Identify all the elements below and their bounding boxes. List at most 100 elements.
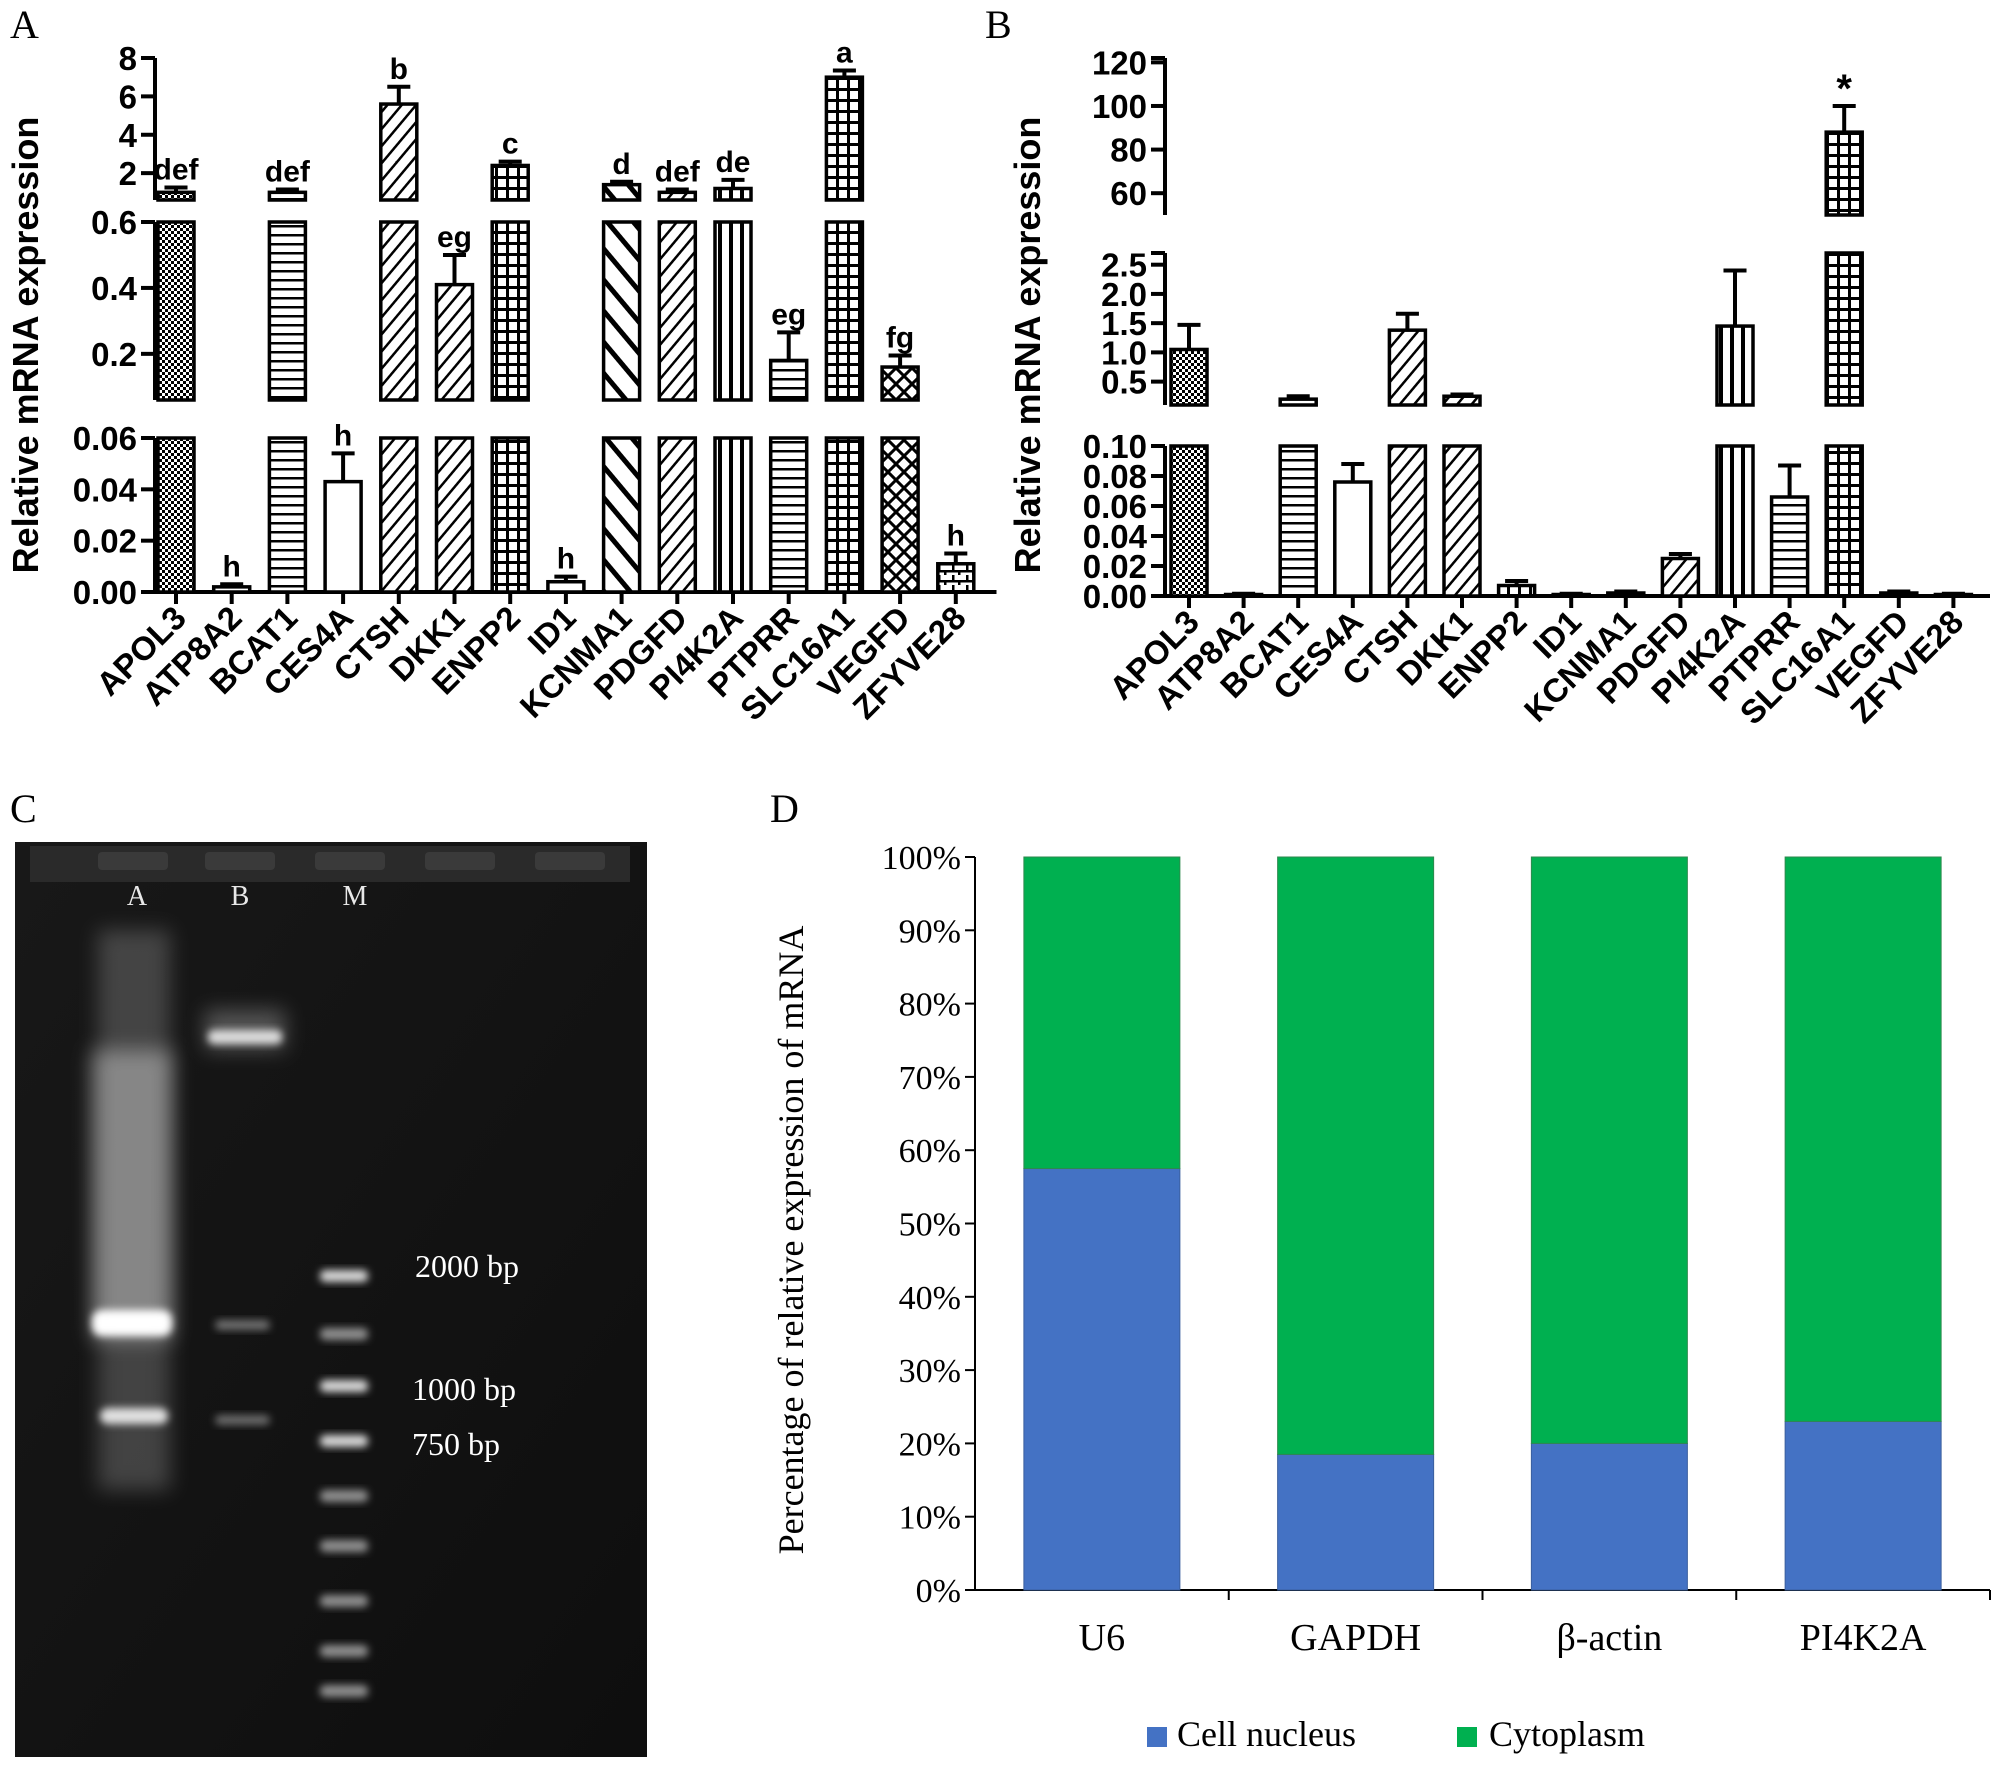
- gel-lane-label-b: B: [231, 881, 250, 912]
- bar-ctsh: [379, 436, 419, 594]
- significance-letter: b: [390, 53, 408, 86]
- bar-bcat1: [1278, 444, 1318, 598]
- bar-segment-cytoplasm: [1023, 856, 1181, 1170]
- panel-label-b: B: [985, 2, 1012, 47]
- y-tick-label: 0.10: [1083, 428, 1147, 465]
- bar-bcat1: [267, 190, 308, 202]
- y-tick-label: 0.6: [91, 204, 137, 241]
- gel-ladder-band: [320, 1645, 368, 1657]
- y-tick-label: 8: [119, 40, 137, 77]
- bar-pi4k2a: [713, 220, 753, 402]
- bar-segment-cell-nucleus: [1023, 1168, 1181, 1591]
- gel-well: [98, 852, 168, 870]
- significance-letter: a: [836, 36, 853, 69]
- legend-label-cytoplasm: Cytoplasm: [1489, 1714, 1645, 1754]
- y-tick-label: 80: [1110, 132, 1147, 169]
- bar-dkk1: [1442, 394, 1482, 407]
- bar-segment-cytoplasm: [1277, 856, 1435, 1455]
- y-tick-label: 0.08: [1083, 458, 1147, 495]
- y-tick-label: 20%: [899, 1426, 961, 1463]
- gel-ladder-band: [320, 1380, 368, 1392]
- bar-enpp2: [490, 163, 530, 202]
- y-tick-label: 0.4: [91, 270, 138, 307]
- bar-slc16a1: [824, 436, 865, 594]
- bar-pi4k2a: [713, 186, 753, 202]
- y-tick-label: 80%: [899, 987, 961, 1024]
- gel-image: A B M 2000 bp 1000 bp 750 bp: [15, 842, 647, 1757]
- y-tick-label: 0.2: [91, 336, 137, 373]
- chart-a: Relative mRNA expression 0.00 0.02 0.04 0.0…: [5, 36, 997, 727]
- y-tick-label: 2.0: [1101, 276, 1147, 313]
- y-tick-label: 0%: [916, 1573, 961, 1610]
- chart-d-legend: Cell nucleus Cytoplasm: [1147, 1714, 1645, 1754]
- bar-slc16a1: [1824, 130, 1864, 217]
- panel-label-d: D: [770, 786, 799, 831]
- x-tick-label: GAPDH: [1290, 1617, 1421, 1659]
- significance-letter: *: [1836, 67, 1852, 111]
- bar-dkk1: [434, 436, 475, 594]
- significance-letter: eg: [771, 298, 806, 331]
- gel-ladder-band: [320, 1540, 368, 1552]
- bar-apol3: [1169, 444, 1209, 598]
- significance-letter: fg: [886, 322, 914, 355]
- significance-letter: h: [557, 543, 575, 576]
- bar-dkk1: [1442, 444, 1482, 598]
- bar-segment-cell-nucleus: [1530, 1442, 1688, 1591]
- y-tick-label: 2.5: [1101, 247, 1147, 284]
- bar-bcat1: [267, 220, 308, 402]
- y-tick-label: 60%: [899, 1133, 961, 1170]
- chart-d-ylabel: Percentage of relative expression of mRN…: [771, 926, 811, 1555]
- significance-letter: def: [655, 155, 701, 188]
- gel-lane-b-band-mid: [215, 1320, 270, 1330]
- chart-b: Relative mRNA expression 0.000.020.040.0…: [1007, 44, 1990, 731]
- y-tick-label: 0.5: [1101, 364, 1147, 401]
- y-tick-label: 2: [119, 155, 137, 192]
- significance-letter: c: [502, 128, 519, 161]
- y-tick-label: 100: [1092, 88, 1147, 125]
- panel-label-a: A: [10, 2, 39, 47]
- x-tick-label: PI4K2A: [1800, 1617, 1927, 1659]
- bar-kcnma1: [601, 182, 642, 202]
- gel-well: [315, 852, 385, 870]
- bar-dkk1: [434, 282, 475, 402]
- y-tick-label: 70%: [899, 1060, 961, 1097]
- y-tick-label: 40%: [899, 1280, 961, 1317]
- gel-lane-a-band-main: [92, 1310, 172, 1336]
- significance-letter: de: [715, 146, 750, 179]
- gel-well: [425, 852, 495, 870]
- y-tick-label: 0.02: [1083, 548, 1147, 585]
- significance-letter: eg: [437, 221, 472, 254]
- bar-segment-cell-nucleus: [1277, 1453, 1435, 1591]
- bar-bcat1: [1278, 397, 1318, 407]
- bar-segment-cytoplasm: [1784, 856, 1942, 1422]
- y-tick-label: 4: [119, 117, 138, 154]
- y-tick-label: 0.00: [1083, 578, 1147, 615]
- y-tick-label: 90%: [899, 913, 961, 950]
- y-tick-label: 50%: [899, 1207, 961, 1244]
- bar-id1: [546, 579, 586, 594]
- bar-segment-cell-nucleus: [1784, 1420, 1942, 1591]
- bar-ces4a: [1333, 480, 1373, 598]
- gel-marker-750bp: 750 bp: [412, 1426, 500, 1462]
- gel-ladder-band: [320, 1595, 368, 1607]
- significance-letter: h: [223, 550, 241, 583]
- bar-kcnma1: [601, 436, 642, 594]
- bar-pi4k2a: [1715, 324, 1755, 407]
- bar-ces4a: [323, 479, 363, 594]
- y-tick-label: 0.00: [73, 574, 137, 611]
- bar-pdgfd: [657, 220, 698, 402]
- y-tick-label: 120: [1092, 44, 1147, 81]
- y-tick-label: 100%: [882, 840, 961, 877]
- bar-apol3: [156, 436, 196, 594]
- bar-slc16a1: [824, 220, 865, 402]
- chart-b-ylabel: Relative mRNA expression: [1007, 117, 1048, 574]
- bar-slc16a1: [1824, 444, 1864, 598]
- gel-well: [535, 852, 605, 870]
- bar-ctsh: [1387, 444, 1428, 598]
- bar-pdgfd: [1660, 556, 1701, 598]
- bar-ptprr: [768, 436, 809, 594]
- y-tick-label: 10%: [899, 1500, 961, 1537]
- y-tick-label: 1.0: [1101, 334, 1147, 371]
- bar-kcnma1: [601, 220, 642, 402]
- gel-lane-label-a: A: [127, 881, 148, 912]
